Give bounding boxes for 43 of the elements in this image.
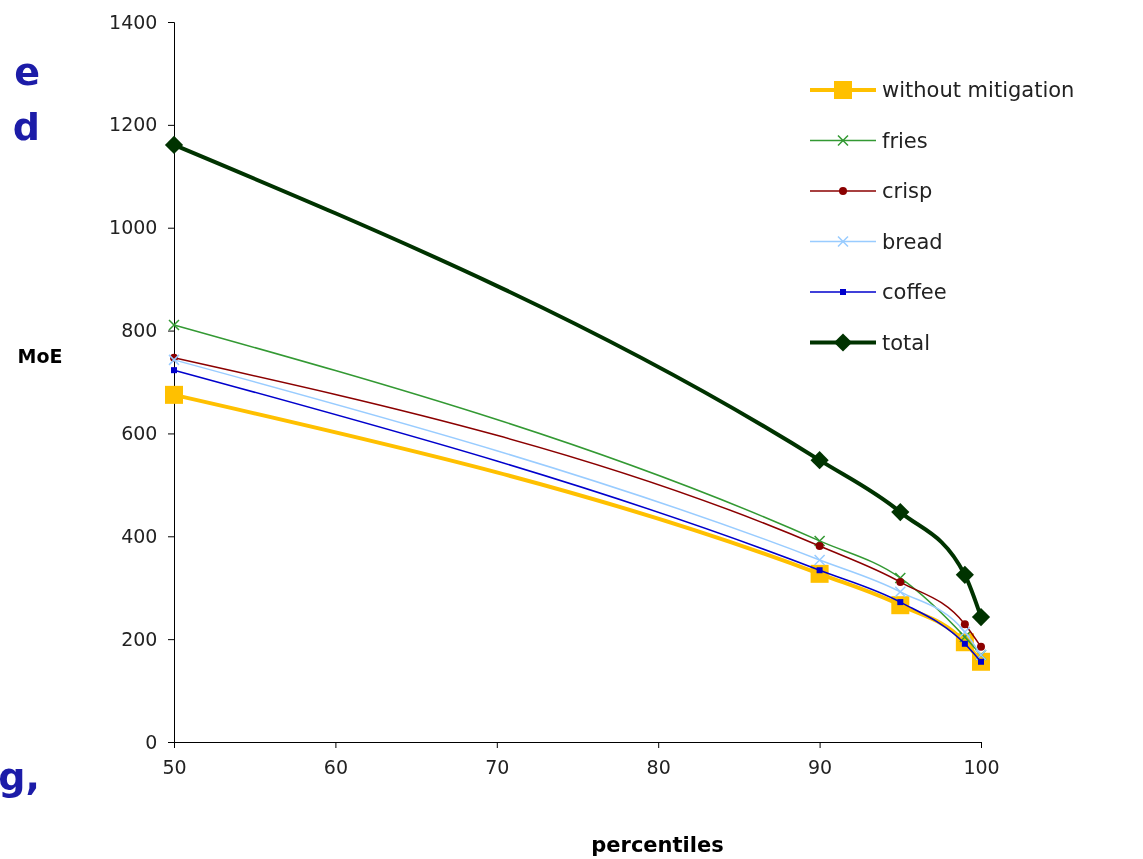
legend-label: bread <box>882 229 943 254</box>
point <box>815 542 824 551</box>
text: e <box>14 50 40 94</box>
x-tick-label: 70 <box>485 755 510 778</box>
legend-label: fries <box>882 128 928 153</box>
x-tick-label: 50 <box>162 755 187 778</box>
y-tick-label: 600 <box>121 422 158 445</box>
point <box>960 620 969 629</box>
point <box>955 565 974 584</box>
y-axis-title: MoE <box>17 345 63 367</box>
point <box>810 451 829 470</box>
x-axis-title: percentiles <box>591 833 724 857</box>
point <box>171 367 177 374</box>
point <box>813 535 826 547</box>
y-tick-label: 800 <box>121 319 158 342</box>
point <box>894 572 907 584</box>
text: g, <box>0 755 40 799</box>
y-tick-label: 400 <box>121 524 158 547</box>
x-tick-label: 90 <box>808 755 833 778</box>
legend-label: crisp <box>882 179 933 203</box>
legend-label: coffee <box>882 280 947 304</box>
point <box>896 578 905 587</box>
y-tick-label: 1200 <box>109 113 158 136</box>
text: d <box>12 105 40 149</box>
legend-label: without mitigation <box>882 78 1075 102</box>
y-tick-label: 1400 <box>109 10 158 33</box>
point <box>168 354 180 366</box>
point <box>971 607 991 627</box>
y-tick-label: 1000 <box>109 216 158 239</box>
x-tick-label: 100 <box>963 755 1000 778</box>
point <box>959 626 971 638</box>
point <box>891 503 910 522</box>
point <box>165 385 183 404</box>
point <box>164 135 184 155</box>
point <box>894 586 907 598</box>
point <box>813 554 826 566</box>
y-tick-label: 200 <box>121 627 158 650</box>
point <box>168 319 180 331</box>
legend-label: total <box>882 330 931 355</box>
point <box>977 642 985 651</box>
x-tick-label: 80 <box>646 755 671 778</box>
x-tick-label: 60 <box>323 755 348 778</box>
y-tick-label: 0 <box>145 730 158 753</box>
